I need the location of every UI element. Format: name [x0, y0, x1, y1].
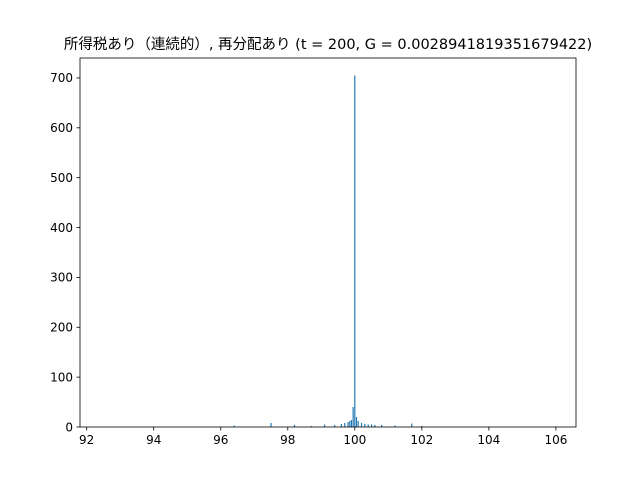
y-tick-label: 200 [50, 321, 73, 335]
y-tick-label: 400 [50, 221, 73, 235]
histogram-bar [411, 423, 413, 427]
histogram-bar [360, 423, 363, 427]
histogram-bar [352, 407, 354, 427]
bars-layer [119, 75, 523, 427]
x-tick-label: 106 [544, 433, 567, 447]
x-axis: 92 94 96 98 100 102 104 106 [79, 427, 567, 447]
histogram-bar [381, 425, 383, 427]
histogram-bar [370, 424, 373, 427]
y-axis: 0 100 200 300 400 500 600 700 [50, 71, 80, 434]
x-tick-label: 92 [79, 433, 94, 447]
histogram-bar [394, 425, 396, 427]
x-tick-label: 102 [410, 433, 433, 447]
y-tick-label: 0 [65, 420, 73, 434]
histogram-bar [364, 424, 366, 427]
y-tick-label: 300 [50, 271, 73, 285]
histogram-bar [334, 425, 336, 427]
chart-title: 所得税あり（連続的）, 再分配あり (t = 200, G = 0.002894… [64, 36, 592, 53]
x-tick-label: 98 [280, 433, 295, 447]
x-tick-label: 96 [213, 433, 228, 447]
histogram-bar [349, 421, 351, 427]
histogram-bar [350, 420, 353, 427]
histogram-bar [357, 421, 359, 427]
histogram-bar [354, 75, 356, 427]
plot-frame [79, 57, 577, 428]
y-tick-label: 500 [50, 171, 73, 185]
histogram-bar [421, 426, 423, 427]
x-tick-label: 100 [343, 433, 366, 447]
histogram-bar [340, 424, 342, 427]
histogram-bar [293, 425, 296, 427]
histogram-bar [270, 423, 272, 427]
y-tick-label: 700 [50, 71, 73, 85]
histogram-bar [344, 423, 346, 427]
histogram-bar [324, 424, 326, 427]
y-tick-label: 100 [50, 370, 73, 384]
histogram-bar [233, 425, 235, 427]
histogram-bar [355, 417, 358, 427]
y-tick-label: 600 [50, 121, 73, 135]
histogram-bar [367, 424, 369, 427]
histogram-bar [347, 422, 349, 427]
x-tick-label: 94 [146, 433, 161, 447]
x-tick-label: 104 [477, 433, 500, 447]
histogram-bar [310, 426, 312, 427]
histogram-bar [374, 425, 376, 427]
